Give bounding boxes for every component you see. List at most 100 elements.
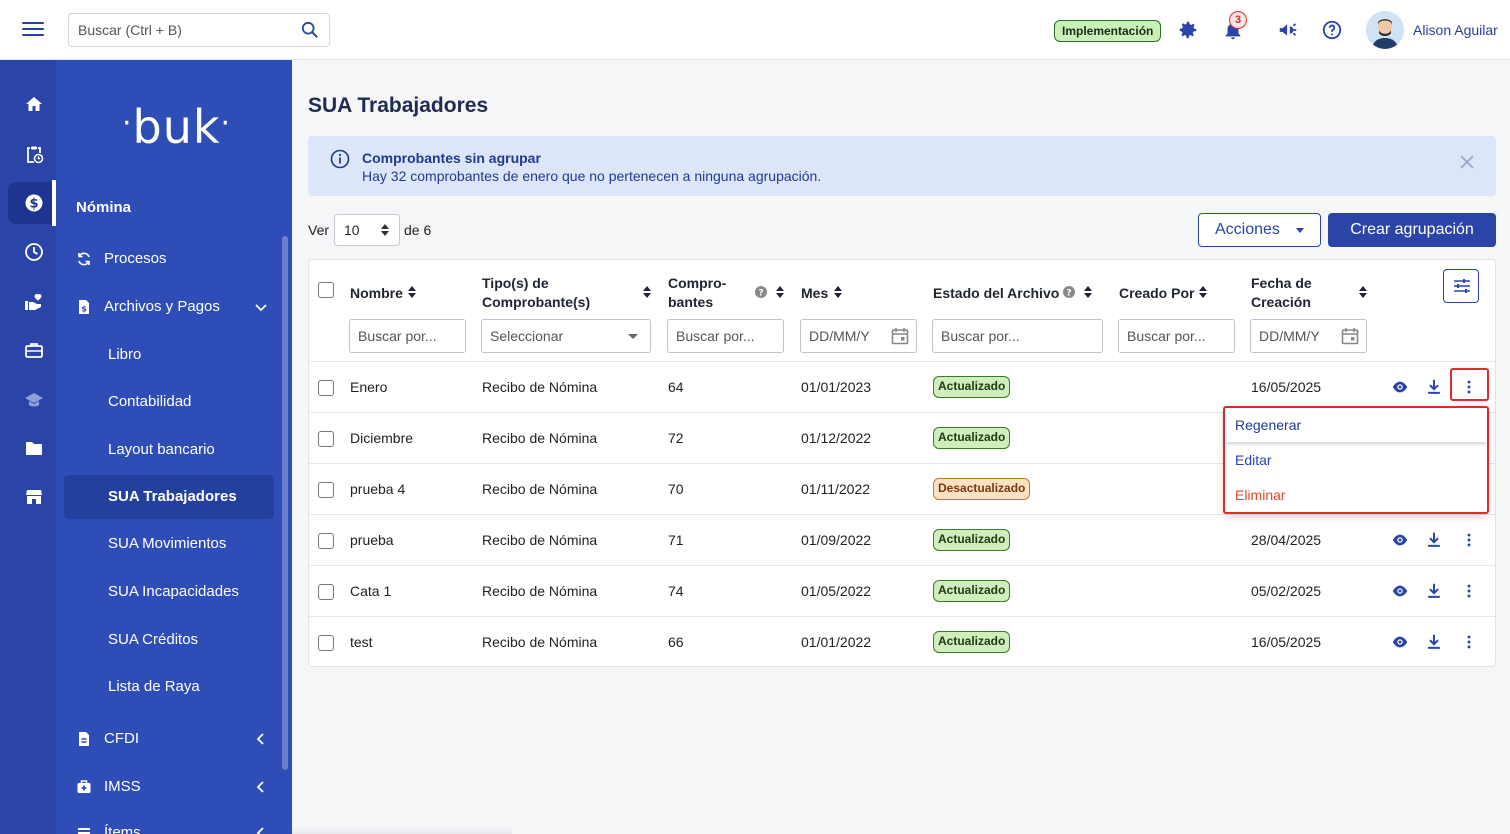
filter-nombre-field[interactable] bbox=[358, 321, 465, 351]
filter-nombre-input[interactable] bbox=[349, 319, 466, 353]
calendar-icon[interactable] bbox=[890, 326, 910, 346]
graduation-cap-icon[interactable] bbox=[24, 390, 44, 410]
user-name[interactable]: Alison Aguilar bbox=[1413, 22, 1498, 38]
download-icon[interactable] bbox=[1425, 531, 1443, 549]
filter-estado-field[interactable] bbox=[941, 321, 1102, 351]
more-vertical-icon[interactable] bbox=[1460, 633, 1478, 651]
avatar[interactable] bbox=[1366, 11, 1404, 49]
home-icon[interactable] bbox=[24, 94, 44, 114]
column-settings-button[interactable] bbox=[1443, 269, 1479, 303]
filter-fecha-date[interactable]: DD/MM/Y bbox=[1250, 319, 1367, 353]
megaphone-icon[interactable] bbox=[1277, 19, 1299, 41]
sidebar-item-lista-de-raya[interactable]: Lista de Raya bbox=[108, 678, 200, 695]
download-icon[interactable] bbox=[1425, 582, 1443, 600]
clipboard-clock-icon[interactable] bbox=[24, 144, 44, 164]
eye-icon[interactable] bbox=[1391, 378, 1409, 396]
chevron-left-icon[interactable] bbox=[254, 826, 268, 834]
header-creado-por[interactable]: Creado Por bbox=[1119, 285, 1195, 301]
help-icon[interactable] bbox=[1321, 19, 1343, 41]
header-fecha-creacion[interactable]: Fecha de Creación bbox=[1251, 275, 1312, 310]
download-icon[interactable] bbox=[1425, 633, 1443, 651]
header-tipo-comprobante[interactable]: Tipo(s) de Comprobante(s) bbox=[482, 275, 591, 310]
cell-tipo: Recibo de Nómina bbox=[482, 583, 598, 599]
buk-logo[interactable]: ·buk· bbox=[122, 100, 232, 154]
sort-icon[interactable] bbox=[834, 286, 842, 298]
filter-creado-field[interactable] bbox=[1127, 321, 1234, 351]
sidebar-item-sua-trabajadores[interactable]: SUA Trabajadores bbox=[64, 475, 274, 519]
search-icon[interactable] bbox=[301, 21, 319, 39]
sidebar-item-sua-creditos[interactable]: SUA Créditos bbox=[108, 631, 199, 648]
hand-heart-icon[interactable] bbox=[24, 292, 44, 312]
sidebar-item-sua-movimientos[interactable]: SUA Movimientos bbox=[108, 535, 227, 552]
menu-item-regenerar[interactable]: Regenerar bbox=[1225, 408, 1487, 442]
header-comprobantes[interactable]: Compro-bantes bbox=[668, 275, 727, 310]
help-icon[interactable]: ? bbox=[755, 286, 767, 298]
eye-icon[interactable] bbox=[1391, 531, 1409, 549]
updown-arrows-icon bbox=[381, 224, 389, 236]
table-row: Enero Recibo de Nómina 64 01/01/2023 Act… bbox=[309, 361, 1495, 412]
row-checkbox[interactable] bbox=[318, 431, 334, 447]
more-vertical-icon[interactable] bbox=[1460, 531, 1478, 549]
menu-item-eliminar[interactable]: Eliminar bbox=[1235, 487, 1286, 503]
sort-icon[interactable] bbox=[408, 286, 416, 298]
select-all-checkbox[interactable] bbox=[318, 282, 334, 298]
sidebar-item-layout-bancario[interactable]: Layout bancario bbox=[108, 441, 215, 458]
hamburger-menu-icon[interactable] bbox=[22, 22, 44, 38]
nav-item-imss[interactable]: IMSS bbox=[76, 766, 276, 808]
header-mes[interactable]: Mes bbox=[801, 285, 829, 301]
nav-item-archivos-y-pagos[interactable]: $ Archivos y Pagos bbox=[76, 286, 276, 328]
filter-comprobantes-input[interactable] bbox=[667, 319, 784, 353]
top-bar: Implementación 3 Alison Aguilar bbox=[0, 0, 1510, 60]
help-icon[interactable]: ? bbox=[1063, 286, 1075, 298]
nav-item-procesos[interactable]: Procesos bbox=[76, 238, 276, 280]
filter-tipo-select[interactable]: Seleccionar bbox=[481, 319, 651, 353]
more-vertical-icon[interactable] bbox=[1460, 378, 1478, 396]
filter-estado-input[interactable] bbox=[932, 319, 1103, 353]
sidebar-item-sua-incapacidades[interactable]: SUA Incapacidades bbox=[108, 583, 239, 600]
store-icon[interactable] bbox=[24, 487, 44, 507]
download-icon[interactable] bbox=[1425, 378, 1443, 396]
clock-icon[interactable] bbox=[24, 242, 44, 262]
row-checkbox[interactable] bbox=[318, 533, 334, 549]
chevron-left-icon[interactable] bbox=[254, 780, 268, 794]
table-row: prueba 4 Recibo de Nómina 70 01/11/2022 … bbox=[309, 463, 1495, 514]
eye-icon[interactable] bbox=[1391, 582, 1409, 600]
gear-icon[interactable] bbox=[1177, 19, 1199, 41]
filter-comprobantes-field[interactable] bbox=[676, 321, 783, 351]
acciones-button[interactable]: Acciones bbox=[1198, 213, 1321, 247]
header-nombre[interactable]: Nombre bbox=[350, 285, 403, 301]
sort-icon[interactable] bbox=[1199, 286, 1207, 298]
eye-icon[interactable] bbox=[1391, 633, 1409, 651]
crear-agrupacion-button[interactable]: Crear agrupación bbox=[1328, 213, 1496, 247]
menu-item-editar[interactable]: Editar bbox=[1235, 452, 1272, 468]
chevron-left-icon[interactable] bbox=[254, 732, 268, 746]
nav-item-cfdi[interactable]: CFDI bbox=[76, 718, 276, 760]
chevron-down-icon[interactable] bbox=[254, 300, 268, 314]
dollar-icon[interactable]: $ bbox=[24, 193, 44, 213]
filter-creado-input[interactable] bbox=[1118, 319, 1235, 353]
per-page-select[interactable]: 10 bbox=[334, 214, 400, 246]
folder-icon[interactable] bbox=[24, 438, 44, 458]
sort-icon[interactable] bbox=[1084, 286, 1092, 298]
briefcase-icon[interactable] bbox=[24, 340, 44, 360]
sort-icon[interactable] bbox=[776, 286, 784, 298]
sidebar-scrollbar[interactable] bbox=[282, 236, 288, 770]
filter-mes-date[interactable]: DD/MM/Y bbox=[800, 319, 917, 353]
sidebar-item-contabilidad[interactable]: Contabilidad bbox=[108, 393, 192, 410]
calendar-icon[interactable] bbox=[1340, 326, 1360, 346]
nav-item-items[interactable]: Ítems bbox=[76, 812, 276, 834]
header-estado-archivo[interactable]: Estado del Archivo bbox=[933, 285, 1060, 301]
row-checkbox[interactable] bbox=[318, 380, 334, 396]
sort-icon[interactable] bbox=[1359, 286, 1367, 298]
sidebar-item-libro[interactable]: Libro bbox=[108, 346, 142, 363]
global-search[interactable] bbox=[68, 13, 330, 47]
more-vertical-icon[interactable] bbox=[1460, 582, 1478, 600]
row-checkbox[interactable] bbox=[318, 584, 334, 600]
row-checkbox[interactable] bbox=[318, 635, 334, 651]
cell-nombre: Enero bbox=[350, 379, 388, 395]
close-icon[interactable] bbox=[1460, 155, 1474, 169]
sort-icon[interactable] bbox=[643, 286, 651, 298]
more-button-focus-ring bbox=[1450, 368, 1489, 401]
row-checkbox[interactable] bbox=[318, 482, 334, 498]
search-input[interactable] bbox=[69, 14, 289, 46]
